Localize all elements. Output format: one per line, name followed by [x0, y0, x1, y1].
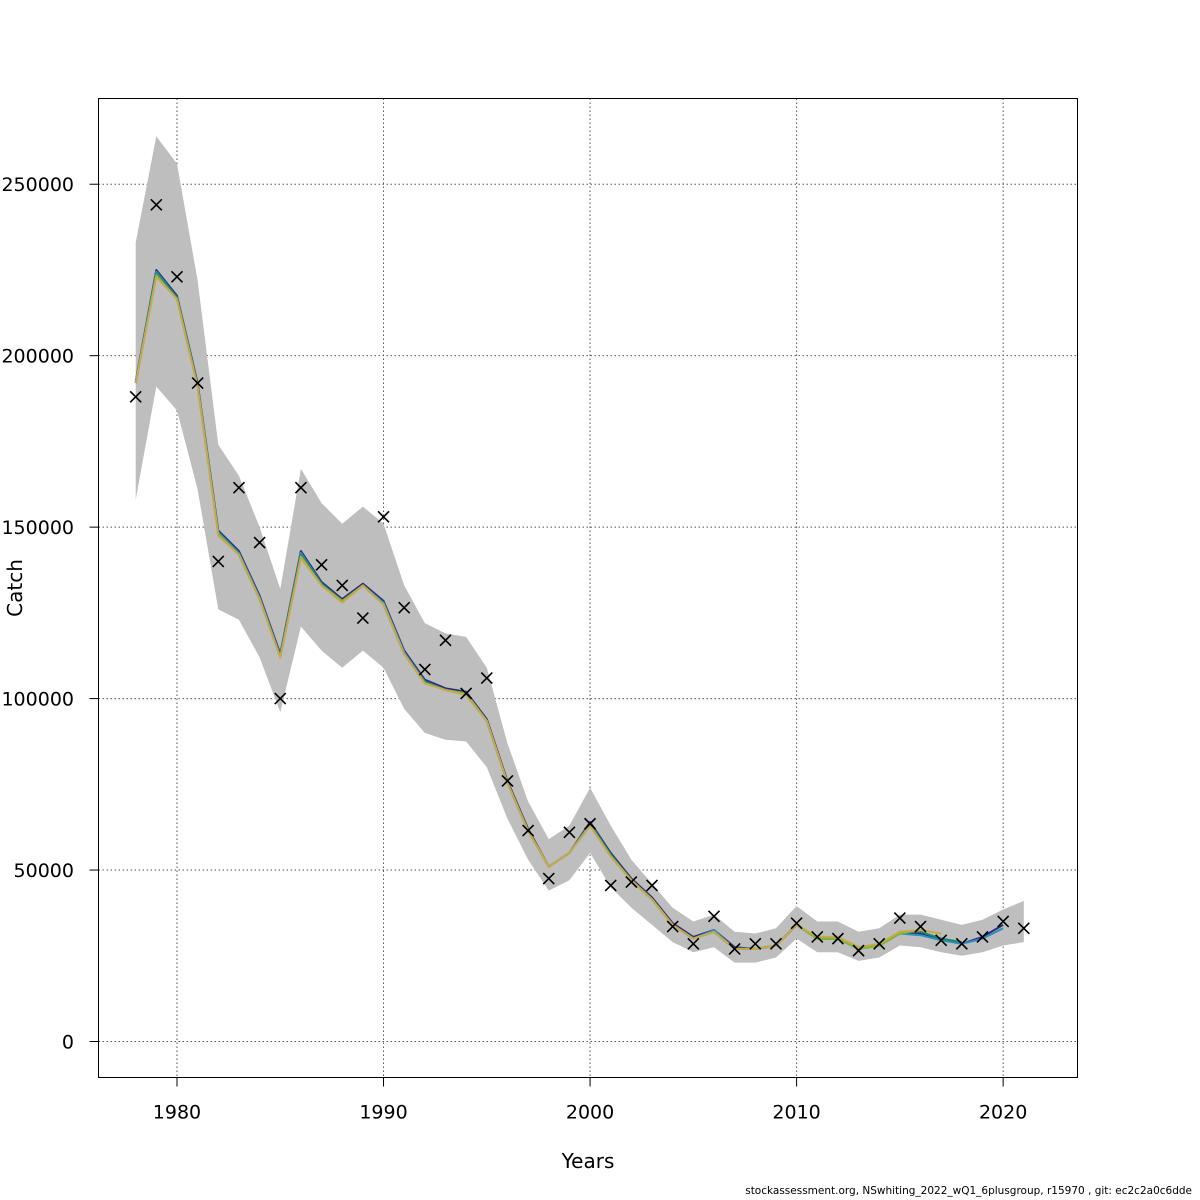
observed-point [294, 481, 307, 494]
observed-point [398, 601, 411, 614]
observed-point [377, 510, 390, 523]
observed-point [583, 817, 597, 830]
y-tick-label: 100000 [1, 689, 74, 711]
observed-point [790, 917, 803, 930]
observed-point [129, 390, 142, 403]
observed-point [522, 824, 535, 837]
observed-point [852, 944, 865, 957]
observed-point [418, 663, 431, 676]
observed-point [955, 937, 968, 950]
observed-point [150, 198, 163, 211]
observed-point [749, 937, 762, 950]
series-line-5 [134, 275, 942, 950]
observed-point [893, 911, 906, 925]
observed-point [811, 930, 824, 943]
observed-point [604, 879, 617, 892]
y-tick-label: 50000 [14, 860, 74, 882]
observed-point [687, 937, 700, 950]
observed-point [274, 692, 287, 705]
y-axis-title: Catch [3, 559, 27, 617]
observed-point [356, 611, 369, 625]
observed-point [831, 932, 844, 945]
x-tick-label: 1990 [359, 1102, 407, 1124]
observed-point [707, 910, 721, 923]
confidence-band [135, 136, 1024, 963]
observed-point [232, 481, 246, 494]
observed-point [625, 875, 638, 889]
observed-point [336, 579, 349, 592]
footer-credit: stockassessment.org, NSwhiting_2022_wQ1_… [745, 1185, 1192, 1197]
x-tick-label: 2020 [979, 1102, 1027, 1124]
observed-point [1017, 922, 1030, 935]
observed-point [935, 934, 948, 947]
observed-point [563, 826, 576, 839]
observed-point [666, 920, 679, 933]
y-tick-label: 0 [62, 1031, 74, 1053]
observed-point [769, 937, 783, 950]
x-tick-label: 2000 [566, 1102, 614, 1124]
observed-point [212, 555, 225, 568]
y-tick-label: 150000 [1, 517, 74, 539]
observed-point [439, 634, 452, 647]
observed-point [728, 942, 741, 955]
observed-point [997, 915, 1010, 928]
axes: 1980 1990 2000 2010 2020 0 50000 100000 150000 20… [1, 174, 1027, 1123]
x-tick-label: 1980 [153, 1102, 201, 1124]
observed-point [645, 879, 659, 892]
observed-point [191, 377, 204, 390]
observed-point [542, 872, 555, 885]
observed-point [873, 937, 886, 950]
observed-point [914, 920, 927, 933]
fitted-series [134, 269, 1004, 950]
confidence-band-area [135, 136, 1024, 963]
x-axis-title: Years [561, 1149, 615, 1173]
observed-point [460, 687, 473, 700]
observed-point [480, 671, 493, 685]
observed-point [976, 930, 989, 943]
observed-point [170, 270, 184, 283]
y-tick-label: 200000 [1, 346, 74, 368]
observed-point [315, 558, 328, 571]
observed-point [253, 536, 266, 549]
y-tick-label: 250000 [1, 174, 74, 196]
x-tick-label: 2010 [772, 1102, 820, 1124]
observed-point [501, 774, 514, 787]
observed-catch-points [129, 198, 1030, 957]
